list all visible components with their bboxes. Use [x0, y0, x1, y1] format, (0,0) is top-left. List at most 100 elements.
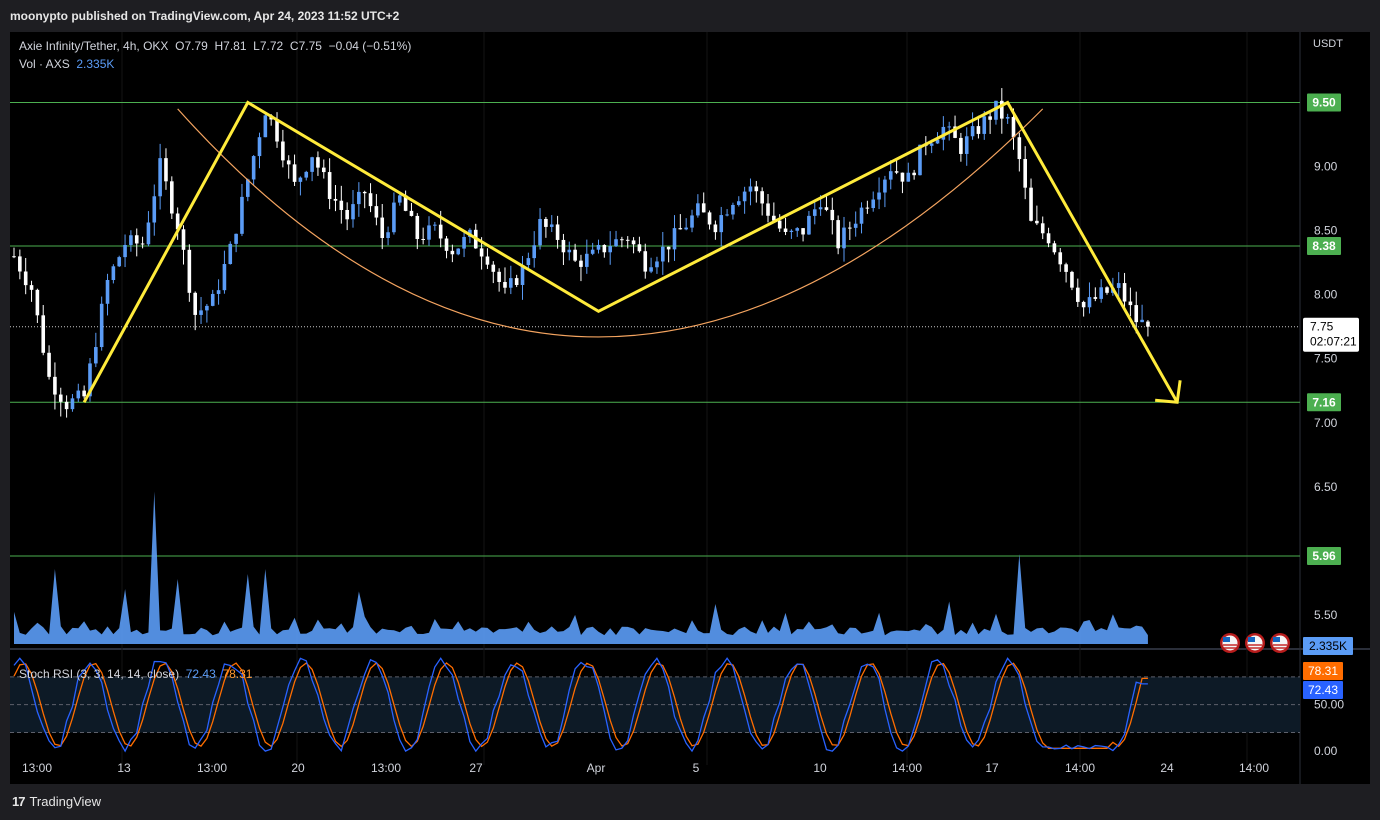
candle-body — [824, 207, 829, 210]
candle-body — [251, 156, 256, 180]
time-tick-label: 14:00 — [892, 761, 922, 775]
publisher-text: moonypto published on TradingView.com, A… — [10, 9, 400, 23]
stoch-d-tag — [1303, 662, 1343, 680]
volume-value: 2.335K — [76, 57, 115, 71]
candle-body — [1023, 159, 1027, 188]
us-flag-event-icon[interactable] — [1270, 633, 1290, 653]
chart-frame[interactable]: 50.00 0.00 9.00 8.50 8.00 7.50 7.00 6.50 5.50 13… — [10, 32, 1370, 784]
candle-body — [222, 264, 227, 291]
open-label: O — [175, 39, 185, 53]
candle-body — [988, 116, 992, 120]
candle-body — [690, 215, 694, 228]
volume-legend: Vol · AXS 2.335K — [19, 57, 114, 71]
candle-body — [298, 177, 303, 182]
candle-body — [1011, 117, 1016, 138]
candle-body — [842, 227, 846, 249]
candle-body — [403, 195, 408, 211]
tradingview-brand[interactable]: 17 TradingView — [12, 794, 101, 809]
candle-body — [99, 303, 104, 348]
candle-body — [240, 196, 244, 234]
stoch-k-tag-label: 72.43 — [1308, 683, 1338, 697]
event-flags[interactable] — [1220, 633, 1290, 653]
level-tag — [1307, 236, 1341, 255]
candle-body — [731, 204, 735, 215]
candle-body — [193, 292, 197, 315]
candle-body — [853, 223, 858, 228]
candle-body — [848, 227, 852, 229]
us-flag-event-icon[interactable] — [1220, 633, 1240, 653]
candle-body — [888, 171, 893, 180]
us-flag-event-icon[interactable] — [1245, 633, 1265, 653]
candle-body — [585, 253, 589, 267]
candle-body — [544, 218, 548, 227]
pattern-polyline — [82, 100, 1179, 404]
level-tag — [1307, 547, 1341, 566]
candle-body — [573, 249, 577, 261]
candle-body — [485, 256, 490, 265]
time-tick-label: 14:00 — [1065, 761, 1095, 775]
price-unit: USDT — [1313, 38, 1343, 50]
candle-body — [783, 228, 788, 232]
high-label: H — [214, 39, 224, 53]
time-tick-label: 5 — [693, 761, 700, 775]
stoch-k-line — [13, 657, 1148, 753]
rounding-arc-curve — [177, 108, 1044, 338]
candle-body — [742, 191, 747, 202]
candle-body — [88, 363, 92, 397]
candle-body — [339, 200, 344, 210]
candle-body — [351, 204, 355, 220]
candle-body — [199, 310, 203, 315]
candle-body — [1035, 220, 1039, 224]
candle-body — [1005, 117, 1010, 119]
stoch-k-tag — [1303, 681, 1343, 699]
candle-body — [286, 160, 291, 165]
change-value: −0.04 (−0.51%) — [328, 39, 412, 53]
candle-body — [70, 398, 75, 410]
candle-body — [754, 186, 759, 192]
stoch-tick-label: 0.00 — [1314, 744, 1338, 758]
candle-body — [1029, 187, 1033, 221]
candle-body — [456, 248, 461, 255]
candle-body — [164, 158, 168, 182]
candle-body — [760, 191, 764, 204]
candle-body — [438, 224, 443, 239]
candle-body — [807, 215, 811, 235]
candle-body — [772, 215, 776, 221]
candle-body — [117, 257, 122, 267]
candle-body — [47, 352, 51, 377]
candle-body — [409, 210, 414, 216]
candle-body — [818, 207, 823, 210]
footer: 17 TradingView — [0, 784, 1380, 820]
stoch-tick-label: 50.00 — [1314, 698, 1344, 712]
candle-body — [736, 201, 741, 205]
candle-body — [696, 203, 700, 216]
volume-bars — [14, 491, 1148, 644]
candle-body — [170, 181, 174, 214]
candle-body — [941, 126, 946, 140]
candle-body — [503, 281, 507, 288]
level-tag-label: 9.50 — [1312, 95, 1336, 109]
price-tick-label: 9.00 — [1314, 160, 1338, 174]
price-tick-label: 7.00 — [1314, 416, 1338, 430]
flag-canton — [1248, 637, 1255, 642]
candle-body — [304, 171, 309, 178]
chart-canvas[interactable]: 50.00 0.00 9.00 8.50 8.00 7.50 7.00 6.50 5.50 13… — [10, 32, 1370, 784]
candle-body — [316, 157, 320, 168]
candle-body — [614, 239, 618, 247]
candle-body — [1140, 319, 1144, 323]
candle-body — [18, 256, 22, 272]
level-tag-label: 5.96 — [1312, 549, 1336, 563]
candle-body — [976, 126, 981, 134]
candle-body — [666, 246, 671, 250]
candle-body — [1116, 283, 1121, 288]
candle-body — [450, 250, 455, 255]
candle-body — [935, 139, 940, 144]
candle-body — [1081, 301, 1086, 308]
candle-body — [357, 191, 361, 205]
candle-body — [23, 271, 28, 286]
ohlc-legend: Axie Infinity/Tether, 4h, OKX O7.79 H7.8… — [19, 39, 411, 53]
candle-body — [345, 209, 349, 220]
candle-body — [374, 206, 379, 218]
candle-body — [415, 215, 420, 239]
candle-body — [479, 248, 484, 257]
